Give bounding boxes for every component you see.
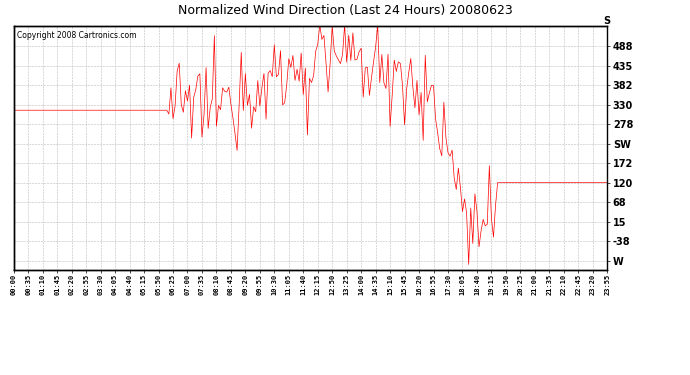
Text: S: S bbox=[604, 16, 611, 26]
Text: Copyright 2008 Cartronics.com: Copyright 2008 Cartronics.com bbox=[17, 31, 136, 40]
Text: Normalized Wind Direction (Last 24 Hours) 20080623: Normalized Wind Direction (Last 24 Hours… bbox=[177, 4, 513, 17]
